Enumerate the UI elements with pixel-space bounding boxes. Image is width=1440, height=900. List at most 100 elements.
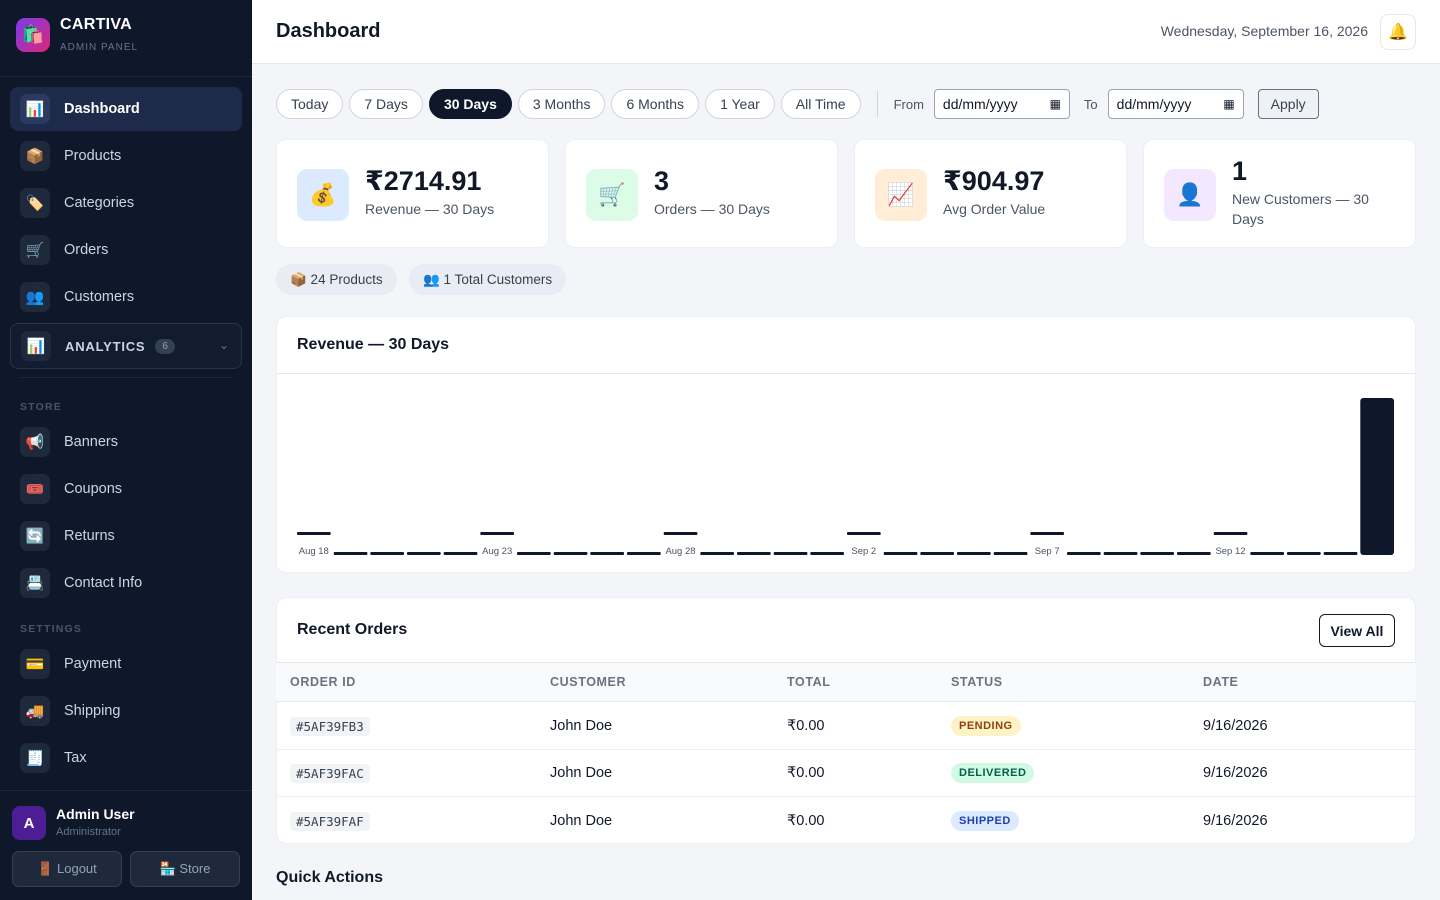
logout-button[interactable]: 🚪 Logout [12, 851, 122, 887]
order-total: ₹0.00 [787, 718, 825, 734]
chart-bar-aug-29[interactable] [700, 552, 734, 555]
chart-bar-aug-25[interactable] [553, 552, 588, 555]
sidebar-item-banners[interactable]: 📢 Banners [10, 420, 242, 464]
chart-bar-sep-9[interactable] [1103, 552, 1138, 555]
chart-bar-aug-20[interactable] [370, 552, 404, 555]
users-icon: 👥 [20, 282, 50, 312]
divider [276, 796, 1416, 797]
calendar-icon: ▦ [1223, 97, 1235, 111]
sidebar-item-returns[interactable]: 🔄 Returns [10, 514, 242, 558]
sidebar-item-label: Contact Info [64, 575, 143, 591]
chart-bar-sep-16[interactable] [1360, 398, 1394, 555]
user-name: Admin User [56, 806, 135, 822]
receipt-icon: 🧾 [20, 743, 50, 773]
sidebar-item-orders[interactable]: 🛒 Orders [10, 228, 242, 272]
chart-bar-aug-27[interactable] [627, 552, 661, 555]
credit-card-icon: 💳 [20, 649, 50, 679]
status-cell: SHIPPED [951, 809, 1019, 833]
analytics-label: ANALYTICS [65, 338, 146, 354]
chart-bar-aug-23[interactable] [480, 532, 514, 535]
chart-bar-sep-10[interactable] [1140, 552, 1174, 555]
sidebar-item-label: Banners [64, 434, 119, 450]
chart-bar-aug-28[interactable] [663, 532, 698, 535]
table-row[interactable]: #5AF39FAF [290, 809, 370, 833]
column-header-customer[interactable]: CUSTOMER [550, 675, 627, 689]
range-30-days-button[interactable]: 30 Days [428, 89, 512, 119]
chart-bar-sep-8[interactable] [1067, 552, 1101, 555]
chart-bar-sep-7[interactable] [1030, 532, 1064, 535]
truck-icon: 🚚 [20, 696, 50, 726]
table-row[interactable]: #5AF39FAC [290, 761, 370, 785]
sidebar-item-shipping[interactable]: 🚚 Shipping [10, 689, 242, 733]
range-7-days-button[interactable]: 7 Days [349, 89, 423, 119]
range-6-months-button[interactable]: 6 Months [611, 89, 700, 119]
column-header-status[interactable]: STATUS [951, 675, 1003, 689]
from-date-placeholder: dd/mm/yyyy [942, 96, 1018, 112]
column-header-total[interactable]: TOTAL [787, 675, 831, 689]
to-date-input[interactable]: dd/mm/yyyy ▦ [1107, 89, 1244, 119]
order-customer: John Doe [550, 813, 613, 829]
from-date-input[interactable]: dd/mm/yyyy ▦ [933, 89, 1070, 119]
divider [0, 76, 252, 77]
brand[interactable]: 🛍️ CARTIVA ADMIN PANEL [16, 16, 138, 53]
order-id[interactable]: #5AF39FB3 [290, 716, 370, 736]
stat-value: 3 [654, 166, 670, 196]
refresh-icon: 🔄 [20, 521, 50, 551]
divider [876, 91, 878, 117]
sidebar-item-label: Customers [64, 289, 135, 305]
chart-bar-aug-30[interactable] [737, 552, 771, 555]
chart-bar-sep-15[interactable] [1323, 552, 1358, 555]
revenue-bar-chart: Aug 18 Aug 23 Aug 28 Sep 2 Sep 7 Sep 12 [297, 398, 1394, 557]
chart-bar-sep-11[interactable] [1177, 552, 1211, 555]
apply-button[interactable]: Apply [1257, 89, 1319, 119]
chart-bar-sep-12[interactable] [1213, 532, 1248, 535]
bell-icon[interactable]: 🔔 [1380, 14, 1416, 50]
chart-bar-sep-3[interactable] [883, 552, 918, 555]
header-date: Wednesday, September 16, 2026 [1160, 23, 1368, 39]
sidebar-item-payment[interactable]: 💳 Payment [10, 642, 242, 686]
chart-bar-sep-13[interactable] [1250, 552, 1284, 555]
sidebar-item-contact-info[interactable]: 📇 Contact Info [10, 561, 242, 605]
sidebar-item-products[interactable]: 📦 Products [10, 134, 242, 178]
sidebar-item-dashboard[interactable]: 📊 Dashboard [10, 87, 242, 131]
chart-bar-sep-1[interactable] [810, 552, 844, 555]
megaphone-icon: 📢 [20, 427, 50, 457]
range-1-year-button[interactable]: 1 Year [705, 89, 775, 119]
range-3-months-button[interactable]: 3 Months [517, 89, 606, 119]
chart-bar-aug-24[interactable] [517, 552, 551, 555]
chart-bar-sep-6[interactable] [993, 552, 1028, 555]
revenue-chart-card: Revenue — 30 Days Aug 18 Aug 23 Aug 28 Sep … [276, 316, 1416, 573]
order-id[interactable]: #5AF39FAF [290, 811, 370, 831]
table-row[interactable]: #5AF39FB3 [290, 714, 370, 738]
status-badge: SHIPPED [951, 811, 1019, 831]
sidebar-item-coupons[interactable]: 🎟️ Coupons [10, 467, 242, 511]
chart-bar-sep-14[interactable] [1287, 552, 1321, 555]
chart-bar-sep-4[interactable] [920, 552, 954, 555]
divider [276, 749, 1416, 750]
range-today-button[interactable]: Today [276, 89, 344, 119]
chart-bar-aug-21[interactable] [407, 552, 441, 555]
chart-bar-aug-18[interactable] [297, 532, 331, 535]
chart-bar-aug-22[interactable] [443, 552, 478, 555]
sidebar-item-categories[interactable]: 🏷️ Categories [10, 181, 242, 225]
store-button[interactable]: 🏪 Store [130, 851, 240, 887]
column-header-date[interactable]: DATE [1203, 675, 1239, 689]
view-all-button[interactable]: View All [1319, 614, 1395, 647]
column-header-order-id[interactable]: ORDER ID [290, 675, 356, 689]
order-id[interactable]: #5AF39FAC [290, 763, 370, 783]
recent-orders-title: Recent Orders [297, 621, 408, 638]
brand-name: CARTIVA [60, 16, 133, 33]
sidebar-group-analytics[interactable]: 📊 ANALYTICS 6 ⌄ [10, 323, 242, 369]
chart-bar-sep-5[interactable] [957, 552, 991, 555]
chart-bar-aug-31[interactable] [773, 552, 808, 555]
table-header [276, 662, 1416, 702]
chart-bar-sep-2[interactable] [847, 532, 881, 535]
chart-tick-label: Sep 7 [1035, 546, 1060, 557]
products-count-chip: 📦 24 Products [276, 264, 397, 295]
chart-bar-aug-26[interactable] [590, 552, 624, 555]
range-all-time-button[interactable]: All Time [780, 89, 861, 119]
sidebar-item-tax[interactable]: 🧾 Tax [10, 736, 242, 780]
analytics-count-badge: 6 [155, 338, 175, 354]
chart-bar-aug-19[interactable] [333, 552, 368, 555]
sidebar-item-customers[interactable]: 👥 Customers [10, 275, 242, 319]
